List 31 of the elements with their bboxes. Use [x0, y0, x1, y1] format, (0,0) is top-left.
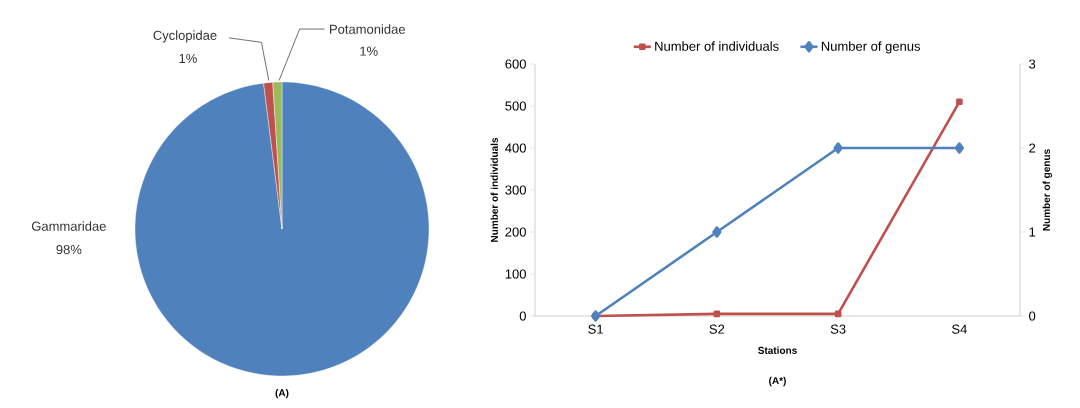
y2-tick-label: 1: [1029, 227, 1036, 237]
x-tick-label: S2: [709, 324, 725, 334]
point: [954, 142, 965, 154]
text: (A*): [769, 376, 786, 387]
x-axis-title: Stations: [758, 346, 797, 354]
y-tick-label: 200: [505, 227, 526, 237]
slice-label: Gammaridae: [31, 221, 106, 231]
data-label: 98%: [56, 244, 82, 255]
y-axis-title: Number of individuals: [490, 137, 498, 242]
y-tick-label: 500: [505, 101, 526, 111]
y2-tick-label: 2: [1029, 143, 1036, 153]
text: (A): [275, 388, 289, 399]
slice-label: Potamonidae: [330, 24, 405, 34]
data-label: 1%: [179, 53, 197, 64]
legend-label: Number of genus: [821, 41, 921, 54]
x-tick-label: S1: [588, 324, 603, 334]
y2-axis-title: Number of genus: [1042, 149, 1052, 231]
data-label: 1%: [360, 46, 378, 56]
x-tick-label: S3: [830, 324, 846, 334]
y-tick-label: 0: [519, 311, 526, 321]
point: [833, 142, 843, 154]
slice-label: Cyclopidae: [153, 30, 217, 43]
y-tick-label: 100: [505, 269, 526, 279]
y-tick-label: 400: [505, 143, 526, 153]
y-tick-label: 300: [505, 185, 526, 195]
point: [712, 226, 722, 238]
x-tick-label: S4: [952, 324, 967, 334]
y-tick-label: 600: [505, 59, 526, 69]
y2-tick-label: 0: [1029, 311, 1036, 321]
y2-tick-label: 3: [1029, 59, 1036, 69]
legend-label: Number of individuals: [655, 41, 779, 51]
